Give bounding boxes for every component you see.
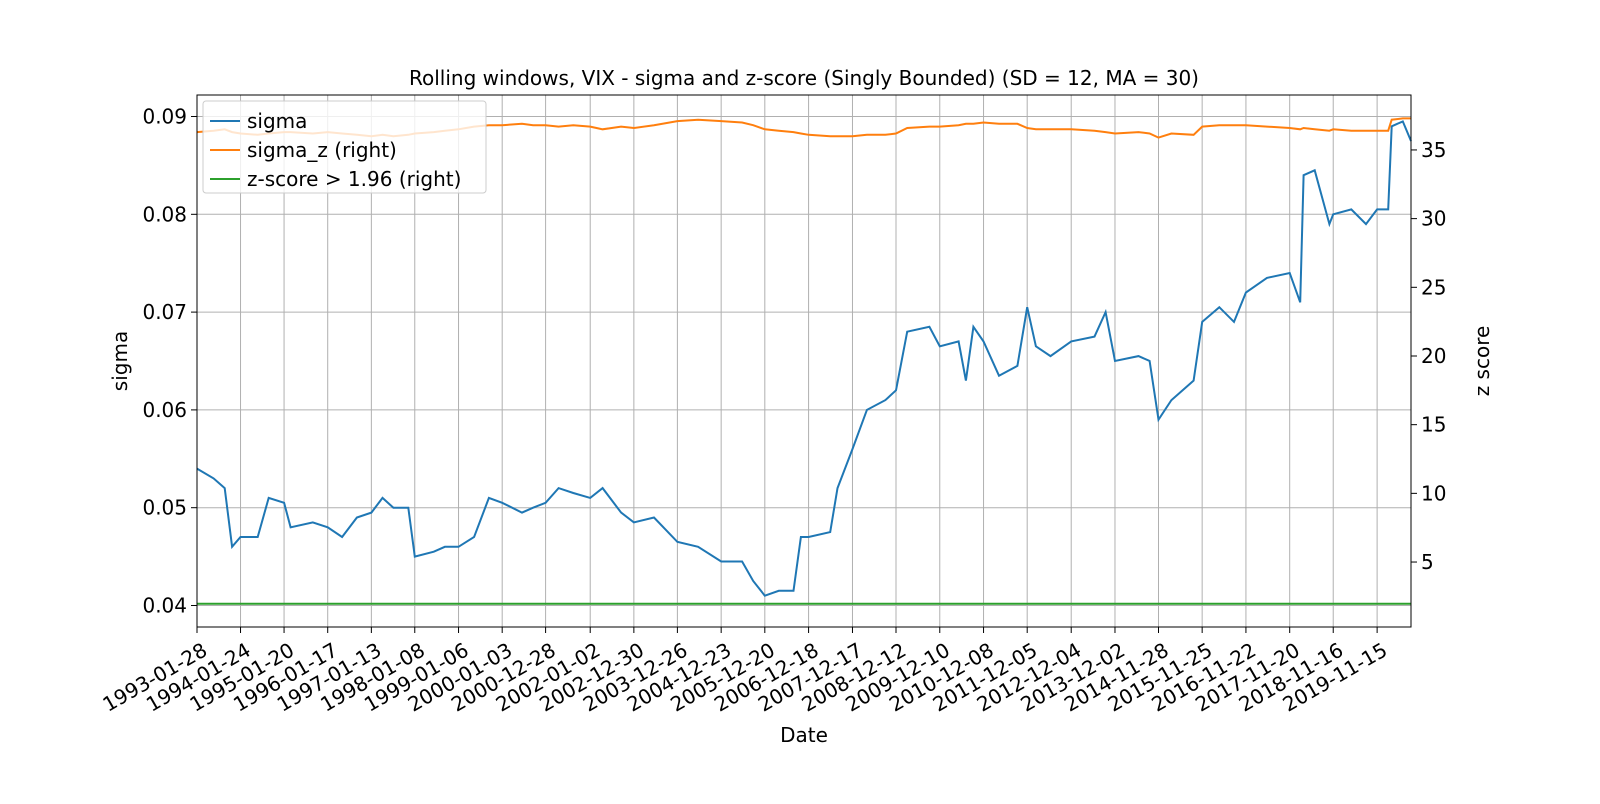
chart-title: Rolling windows, VIX - sigma and z-score… — [409, 66, 1199, 90]
y2-tick-label: 15 — [1421, 413, 1446, 437]
y-tick-label: 0.08 — [142, 202, 187, 226]
y2-tick-label: 20 — [1421, 344, 1446, 368]
y2-tick-label: 5 — [1421, 550, 1434, 574]
y2-tick-label: 35 — [1421, 138, 1446, 162]
line-series — [196, 120, 1412, 597]
legend-label: z-score > 1.96 (right) — [247, 167, 461, 191]
x-axis-label: Date — [780, 723, 828, 747]
y-axis-label: sigma — [108, 331, 132, 391]
y2-tick-label: 30 — [1421, 207, 1446, 231]
y-tick-label: 0.04 — [142, 593, 187, 617]
y2-axis-label: z score — [1470, 326, 1494, 397]
y2-tick-label: 10 — [1421, 481, 1446, 505]
y-tick-label: 0.07 — [142, 300, 187, 324]
y-tick-label: 0.05 — [142, 496, 187, 520]
y2-tick-label: 25 — [1421, 275, 1446, 299]
legend-box — [202, 100, 487, 194]
y-tick-label: 0.09 — [142, 105, 187, 129]
plot-frame — [196, 94, 1412, 628]
y-tick-label: 0.06 — [142, 398, 187, 422]
legend-label: sigma — [247, 109, 307, 133]
legend-label: sigma_z (right) — [247, 138, 397, 162]
